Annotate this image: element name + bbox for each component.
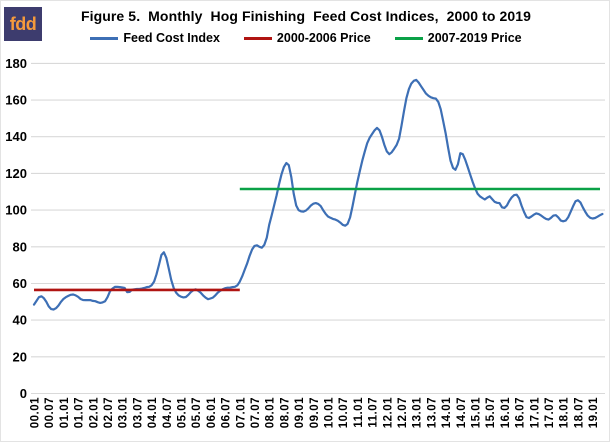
x-tick-label: 05.01 [177, 397, 189, 428]
legend-item-2000-2006-price: 2000-2006 Price [243, 31, 371, 45]
x-tick-label: 09.07 [309, 397, 321, 428]
x-tick-label: 13.07 [426, 397, 438, 428]
x-tick-label: 13.01 [412, 397, 424, 428]
x-tick-label: 00.07 [44, 397, 56, 428]
x-tick-label: 03.07 [132, 397, 144, 428]
x-tick-label: 06.07 [221, 397, 233, 428]
x-tick-label: 09.01 [294, 397, 306, 428]
y-tick-label: 180 [5, 56, 27, 71]
x-tick-label: 10.07 [338, 397, 350, 428]
y-tick-label: 20 [13, 349, 27, 364]
x-tick-label: 18.01 [559, 397, 571, 428]
legend-line-swatch-red [243, 36, 272, 40]
fdd-logo: fdd [4, 7, 42, 41]
x-tick-label: 07.01 [235, 397, 247, 428]
legend-item-feed-cost-index: Feed Cost Index [90, 31, 220, 45]
legend-line-swatch-green [394, 36, 423, 40]
x-tick-label: 08.01 [265, 397, 277, 428]
x-tick-label: 16.07 [515, 397, 527, 428]
x-tick-label: 17.01 [529, 397, 541, 428]
y-tick-label: 0 [20, 386, 27, 401]
x-tick-label: 14.01 [441, 397, 453, 428]
x-tick-label: 01.07 [74, 397, 86, 428]
x-tick-label: 00.01 [30, 397, 42, 428]
x-tick-label: 06.01 [206, 397, 218, 428]
x-tick-label: 08.07 [279, 397, 291, 428]
x-tick-label: 18.07 [573, 397, 585, 428]
x-tick-label: 19.01 [588, 397, 600, 428]
y-tick-label: 80 [13, 239, 27, 254]
x-tick-label: 04.07 [162, 397, 174, 428]
y-tick-label: 100 [5, 203, 27, 218]
x-tick-label: 11.07 [368, 397, 380, 428]
x-tick-label: 04.01 [147, 397, 159, 428]
x-tick-label: 02.07 [103, 397, 115, 428]
x-tick-label: 12.01 [382, 397, 394, 428]
legend-label: Feed Cost Index [123, 31, 220, 45]
x-tick-label: 10.01 [324, 397, 336, 428]
x-tick-label: 15.01 [471, 397, 483, 428]
x-tick-label: 12.07 [397, 397, 409, 428]
x-tick-label: 17.07 [544, 397, 556, 428]
x-tick-label: 01.01 [59, 397, 71, 428]
x-tick-label: 05.07 [191, 397, 203, 428]
y-tick-label: 40 [13, 313, 27, 328]
x-tick-label: 16.01 [500, 397, 512, 428]
x-tick-label: 14.07 [456, 397, 468, 428]
x-tick-label: 11.01 [353, 397, 365, 428]
legend-line-swatch-blue [90, 36, 119, 40]
y-tick-label: 60 [13, 276, 27, 291]
y-tick-label: 140 [5, 129, 27, 144]
y-tick-label: 160 [5, 93, 27, 108]
y-tick-label: 120 [5, 166, 27, 181]
chart-title: Figure 5. Monthly Hog Finishing Feed Cos… [80, 8, 532, 24]
legend-label: 2000-2006 Price [276, 31, 371, 45]
legend-item-2007-2019-price: 2007-2019 Price [394, 31, 522, 45]
chart-legend: Feed Cost Index 2000-2006 Price 2007-201… [1, 31, 609, 45]
x-tick-label: 07.07 [250, 397, 262, 428]
legend-label: 2007-2019 Price [427, 31, 522, 45]
feed-cost-index-line [32, 78, 604, 311]
x-tick-label: 15.07 [485, 397, 497, 428]
x-tick-label: 03.01 [118, 397, 130, 428]
x-tick-label: 02.01 [88, 397, 100, 428]
